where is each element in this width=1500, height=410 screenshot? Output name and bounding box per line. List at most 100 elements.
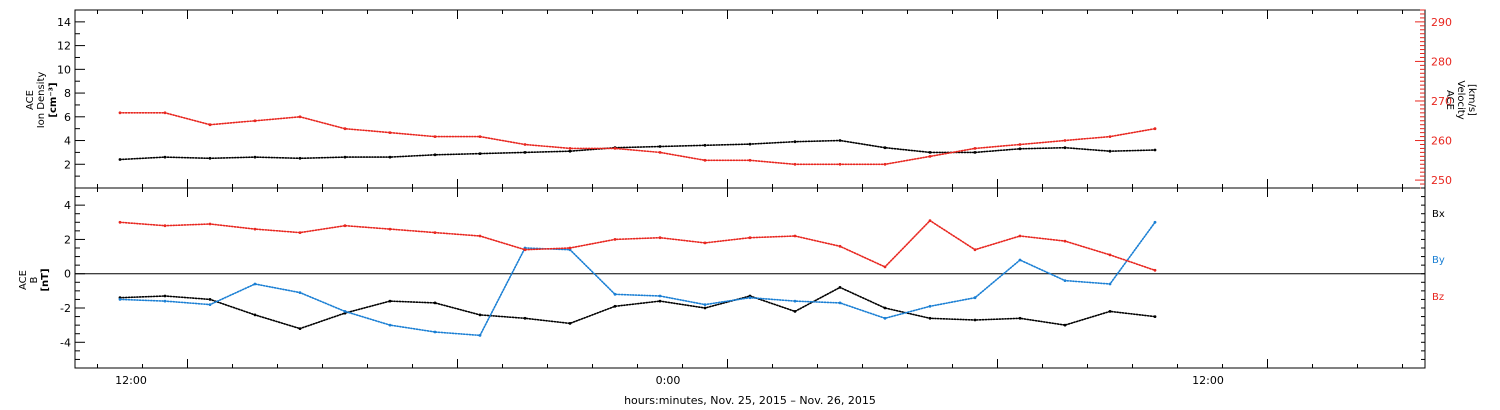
top-series-0-point [793, 140, 797, 144]
top-series-1-point [1153, 127, 1157, 131]
bottom-series-Bz-point [928, 219, 932, 223]
bottom-series-Bx-point [928, 316, 932, 320]
top-series-0-point [748, 142, 752, 146]
bottom-series-Bx-point [298, 327, 302, 330]
top-series-1-point [298, 115, 302, 119]
top-series-1-point [478, 135, 482, 139]
bottom-series-Bx-point [838, 286, 842, 289]
top-series-1-point [1108, 135, 1112, 139]
bottom-series-Bz-point [208, 222, 212, 226]
bottom-series-Bx-point [478, 313, 482, 317]
bottom-ylabel-line1: ACE [18, 270, 29, 290]
top-series-0-point [883, 146, 887, 150]
bottom-series-Bx-point [703, 306, 707, 310]
bottom-series-Bx-point [433, 301, 437, 305]
top-series-0-line [119, 139, 1156, 161]
x-tick-label-1: 12:00 [115, 374, 147, 387]
bottom-series-By-point [163, 299, 167, 303]
bottom-series-By-point [478, 334, 482, 337]
bottom-series-Bz-point [748, 236, 752, 240]
top-series-1-point [523, 143, 527, 146]
top-series-1-point [343, 127, 347, 131]
bottom-series-Bx-point [883, 306, 887, 310]
bottom-series-Bx-point [523, 316, 527, 320]
bottom-series-By-point [1018, 258, 1022, 262]
top-series-0-point [433, 153, 437, 157]
bottom-series-Bz-point [883, 265, 887, 269]
bottom-series-Bx-point [208, 298, 212, 301]
bottom-series-Bz-point [478, 234, 482, 238]
bottom-series-Bz-line [119, 219, 1156, 272]
bottom-series-By-point [883, 316, 887, 320]
bottom-series-By-point [343, 310, 347, 313]
bottom-series-By-point [613, 292, 617, 296]
bottom-series-By-point [253, 282, 257, 286]
bottom-series-Bx-point [1018, 316, 1022, 320]
bottom-y-tick-label: -2 [60, 302, 71, 315]
x-tick-label-2: 0:00 [656, 374, 681, 387]
bottom-series-Bz-point [1018, 234, 1022, 238]
top-y-tick-label: 12 [57, 40, 71, 53]
bottom-series-By-point [1153, 220, 1157, 224]
top-series-1-point [748, 158, 752, 162]
bottom-series-Bz-point [658, 236, 662, 240]
bottom-series-By-line [119, 221, 1156, 337]
bottom-series-Bx-point [793, 310, 797, 313]
top-series-0-point [1153, 148, 1157, 152]
bottom-y-tick-label: 2 [64, 233, 71, 246]
bottom-series-Bx-point [568, 322, 572, 325]
top-series-1-point [883, 162, 887, 166]
top-series-1-point [703, 158, 707, 162]
bottom-series-Bz-point [973, 248, 977, 252]
top-series-1-point [973, 147, 977, 150]
top-series-0-point [1108, 149, 1112, 153]
bottom-series-By-point [298, 291, 302, 294]
top-series-1-point [568, 147, 572, 150]
top-right-ylabel-line2: Velocity [1455, 80, 1466, 119]
bottom-panel-frame [74, 187, 1426, 369]
top-right-y-tick-label: 290 [1431, 16, 1452, 29]
top-series-0-point [253, 155, 257, 159]
bottom-series-By-point [973, 296, 977, 300]
top-right-y-tick-label: 260 [1431, 135, 1452, 148]
bottom-series-Bx-point [1153, 315, 1157, 318]
top-series-1-point [838, 162, 842, 166]
top-series-1-point [793, 162, 797, 166]
top-series-1-point [1063, 139, 1067, 142]
top-series-0-point [478, 152, 482, 156]
bottom-series-By-point [118, 298, 122, 301]
bottom-series-By-point [433, 330, 437, 334]
top-right-y-tick-label: 270 [1431, 95, 1452, 108]
bottom-series-Bx-point [163, 294, 167, 298]
top-series-1-point [613, 147, 617, 150]
bottom-series-Bz-point [1153, 268, 1157, 272]
bottom-series-Bz-point [523, 248, 527, 252]
x-axis-label: hours:minutes, Nov. 25, 2015 – Nov. 26, … [624, 394, 876, 407]
bottom-series-Bz-point [703, 241, 707, 245]
bottom-y-tick-label: 0 [64, 268, 71, 281]
top-ylabel-line2: Ion Density [36, 72, 47, 129]
bottom-series-Bx-point [1108, 310, 1112, 313]
data-series [118, 111, 1157, 337]
bottom-series-Bx-point [613, 304, 617, 308]
bottom-series-Bx-line [119, 286, 1156, 330]
bottom-series-Bx-point [973, 318, 977, 322]
bottom-series-Bx-point [658, 299, 662, 303]
top-series-0-point [163, 155, 167, 159]
top-y-tick-label: 2 [64, 158, 71, 171]
top-series-1-point [433, 135, 437, 139]
top-series-1-point [1018, 143, 1022, 146]
top-series-0-point [568, 149, 572, 153]
top-series-0-point [388, 155, 392, 159]
bottom-ylabel-line3: [nT] [40, 268, 51, 291]
top-right-y-tick-label: 250 [1431, 174, 1452, 187]
bottom-series-Bz-point [298, 231, 302, 235]
bottom-series-Bz-point [793, 234, 797, 238]
bottom-series-By-point [208, 303, 212, 306]
axis-ticks: 2 4 6 8 10 12 14 250 260 270 280 290 -4 -2 0 2 4 [57, 9, 1452, 369]
x-tick-label-3: 12:00 [1192, 374, 1224, 387]
top-series-0-point [118, 158, 122, 161]
top-right-y-tick-label: 280 [1431, 55, 1452, 68]
top-series-0-point [973, 151, 977, 154]
bottom-y-tick-label: 4 [64, 199, 71, 212]
